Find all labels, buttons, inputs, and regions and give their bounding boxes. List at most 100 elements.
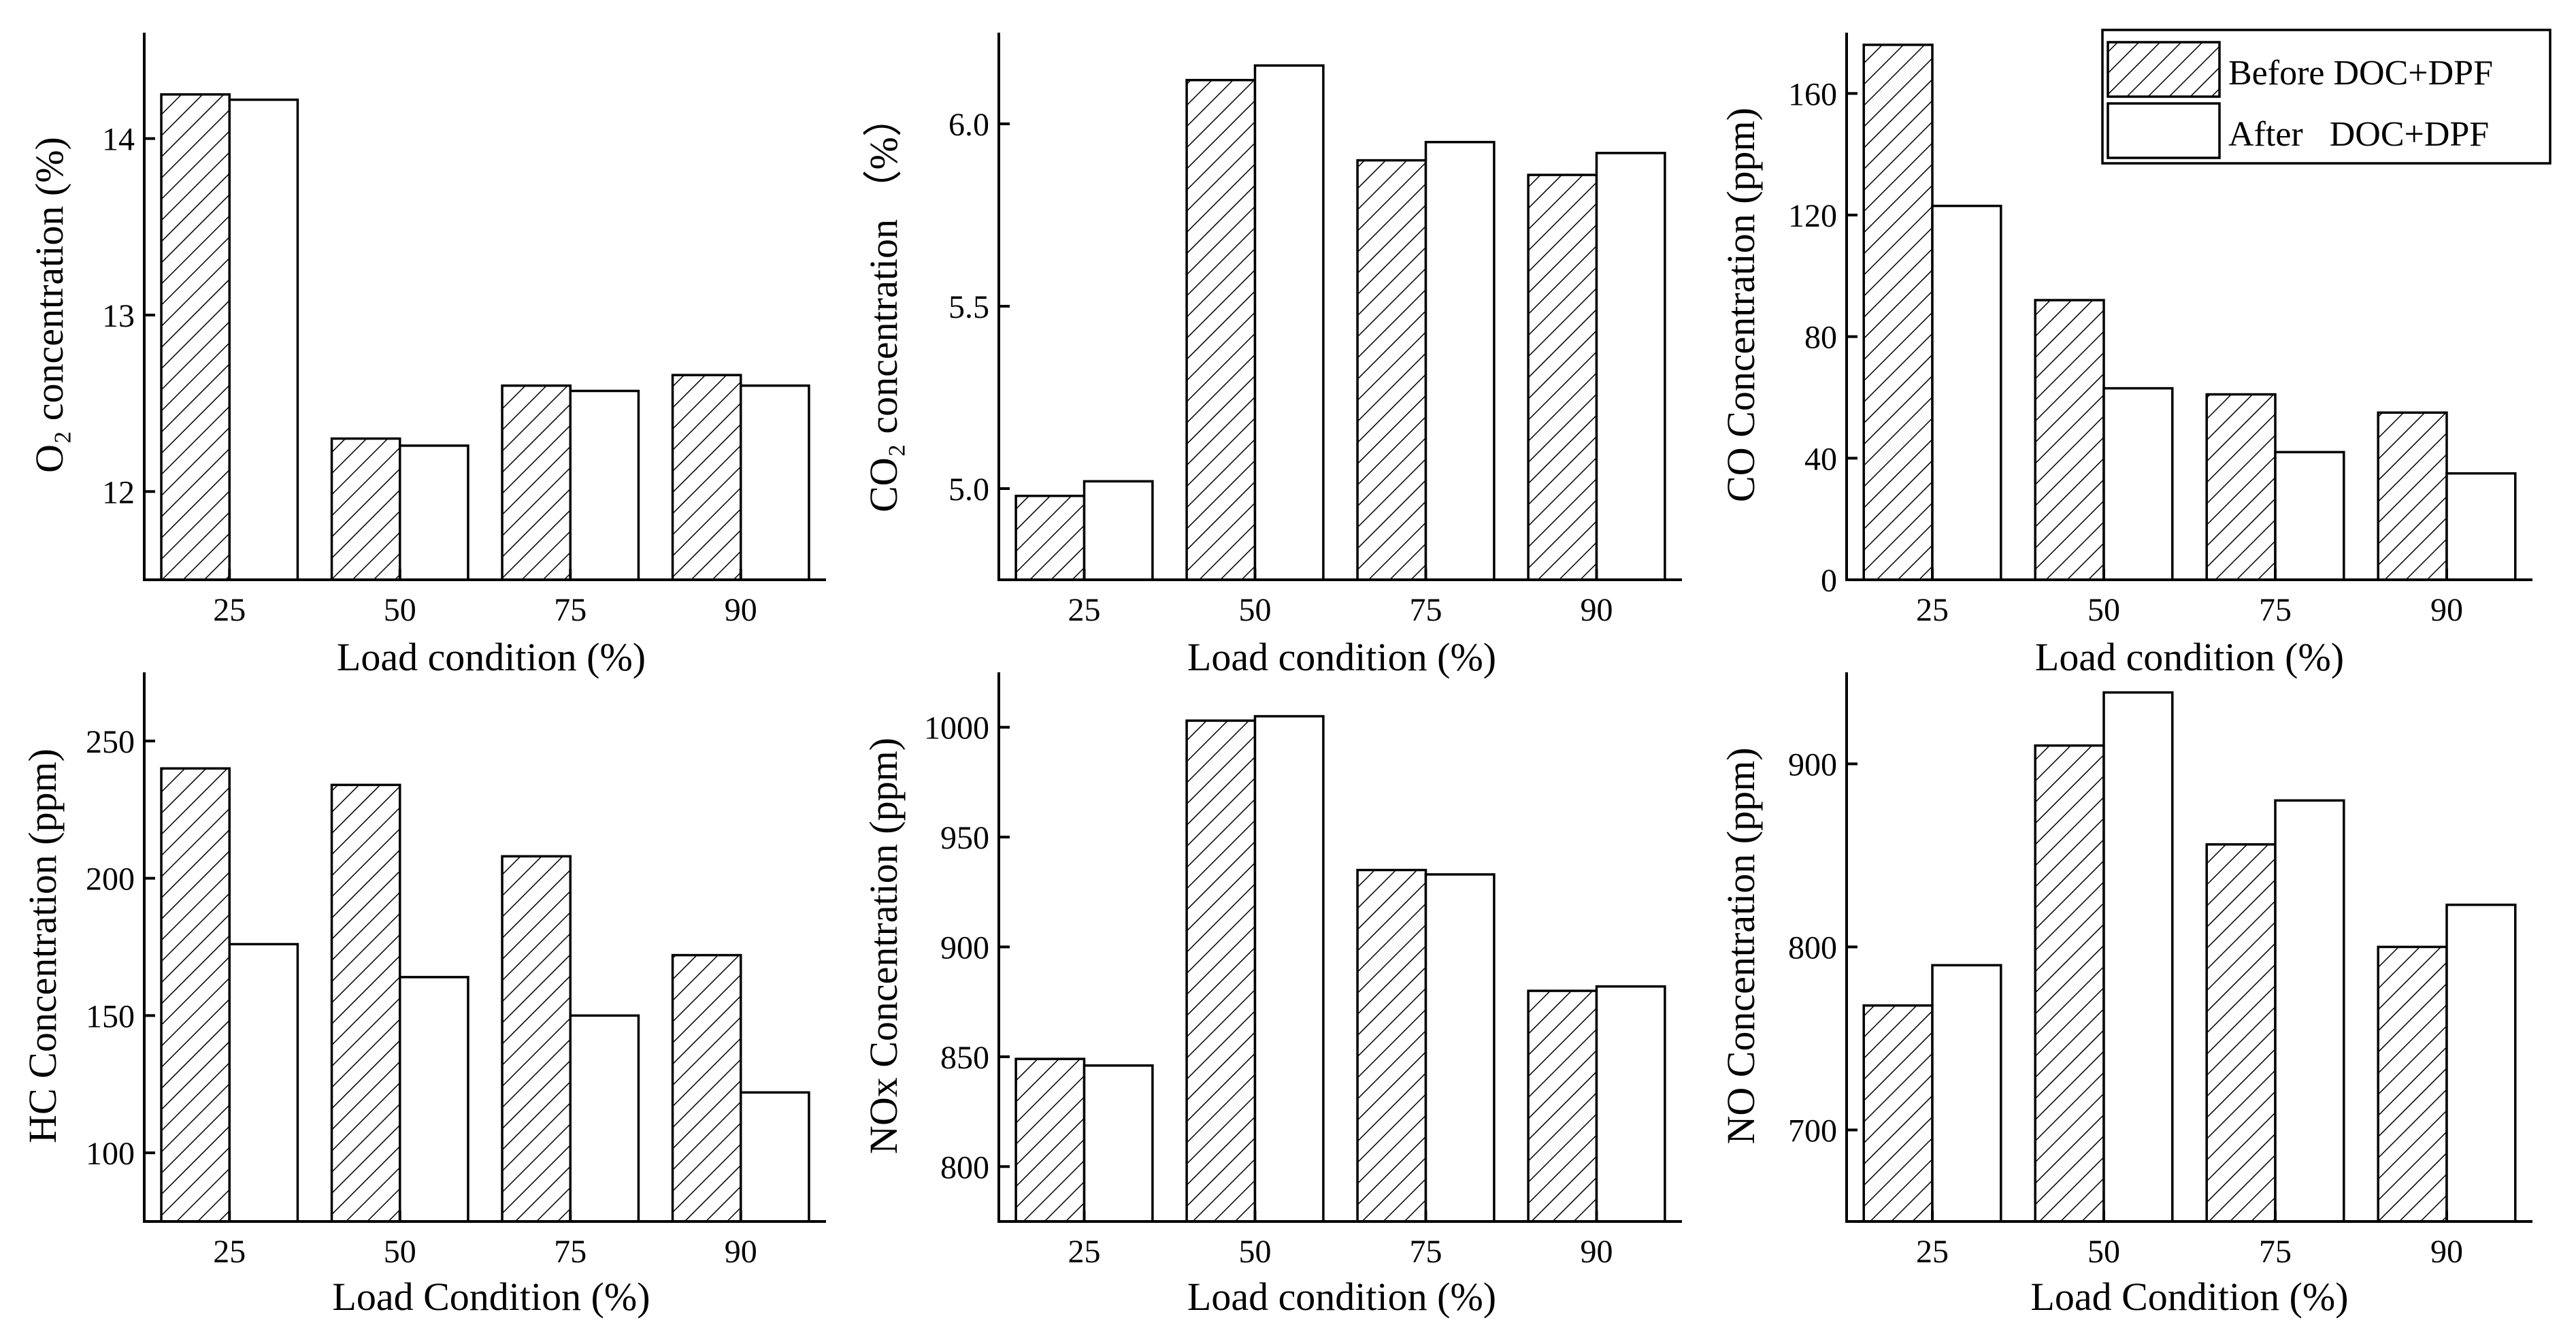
co2-y-tick-label: 5.5 [948,289,989,325]
hc-concentration-chart: HC Concentration (ppm) Load Condition (%… [20,672,826,1319]
co2-x-tick-label: 75 [1410,592,1442,628]
no-bar-after-25 [1931,964,2002,1223]
nox-bar-before-25 [1014,1057,1086,1223]
co-y-tick-label: 80 [1804,320,1837,356]
co2-bar-after-90 [1595,152,1666,581]
nox-y-tick-label: 900 [940,930,989,966]
o2-x-tick-label: 25 [213,592,246,628]
o2-y-axis-label: O₂ concentration (%) [27,137,71,473]
no-bar-before-50 [2034,744,2105,1223]
co-bar-before-25 [1862,44,1934,581]
co2-y-axis-label: CO₂ concentration （%） [861,97,906,512]
no-x-tick-label: 90 [2430,1234,2463,1270]
legend-after-swatch [2107,102,2221,159]
co2-y-tick-label: 5.0 [948,472,989,508]
o2-x-tick-label: 75 [554,592,587,628]
co-bar-after-50 [2102,387,2174,581]
o2-bar-after-50 [399,444,469,581]
nox-y-axis-label: NOx Concentration (ppm) [861,738,906,1154]
co2-x-tick-label: 25 [1068,592,1101,628]
hc-y-tick-label: 200 [86,862,135,898]
co2-x-tick-label: 90 [1581,592,1613,628]
no-x-tick-label: 75 [2259,1234,2292,1270]
legend-before-swatch [2107,41,2221,98]
nox-concentration-chart: NOx Concentration (ppm) Load condition (… [861,672,1682,1319]
o2-bar-after-90 [740,384,810,581]
o2-bar-before-90 [671,374,742,581]
hc-x-tick-label: 25 [213,1234,246,1270]
nox-bar-after-75 [1424,873,1496,1223]
no-y-tick-label: 700 [1788,1113,1837,1149]
co-y-tick-label: 0 [1821,563,1837,599]
co2-bar-before-75 [1356,159,1427,581]
no-y-axis-label: NO Concentration (ppm) [1719,747,1763,1144]
o2-y-tick-label: 12 [102,474,135,510]
o2-bar-before-25 [160,93,231,581]
co-x-tick-label: 90 [2430,592,2463,628]
hc-y-tick-label: 250 [86,724,135,760]
hc-bar-before-75 [501,855,572,1223]
no-x-tick-label: 25 [1916,1234,1949,1270]
hc-bar-before-90 [671,953,742,1223]
no-bar-before-25 [1862,1004,1934,1223]
hc-x-tick-label: 75 [554,1234,587,1270]
hc-y-tick-label: 100 [86,1136,135,1172]
legend: Before DOC+DPF After DOC+DPF [2101,29,2552,165]
co-y-tick-label: 40 [1804,441,1837,477]
nox-bar-after-90 [1595,985,1666,1223]
co-y-tick-label: 120 [1788,198,1837,234]
no-bar-before-75 [2205,843,2277,1223]
co-bar-after-25 [1931,204,2002,581]
o2-x-tick-label: 50 [384,592,416,628]
hc-x-tick-label: 50 [384,1234,416,1270]
o2-bar-after-25 [228,98,299,581]
no-bar-after-75 [2274,799,2345,1223]
nox-bar-after-25 [1083,1064,1154,1223]
hc-y-tick-label: 150 [86,998,135,1034]
co-bar-before-50 [2034,299,2105,581]
co-x-tick-label: 50 [2087,592,2120,628]
nox-bar-before-75 [1356,868,1427,1223]
o2-bar-after-75 [569,389,640,581]
hc-bar-after-75 [569,1014,640,1223]
no-x-axis-label: Load Condition (%) [2030,1275,2348,1319]
no-x-tick-label: 50 [2087,1234,2120,1270]
co2-bar-before-50 [1185,78,1257,581]
nox-bar-after-50 [1253,715,1325,1223]
nox-x-tick-label: 25 [1068,1234,1101,1270]
nox-bar-before-50 [1185,719,1257,1223]
co2-bar-after-25 [1083,480,1154,581]
no-bar-after-50 [2102,691,2174,1223]
hc-x-tick-label: 90 [725,1234,757,1270]
no-bar-after-90 [2445,903,2517,1223]
co2-bar-before-90 [1527,174,1598,581]
co-y-axis-label: CO Concentration (ppm) [1719,108,1763,502]
nox-x-tick-label: 50 [1239,1234,1272,1270]
no-concentration-chart: NO Concentration (ppm) Load Condition (%… [1719,672,2532,1319]
hc-bar-after-90 [740,1091,810,1223]
no-y-tick-label: 900 [1788,747,1837,783]
co2-bar-before-25 [1014,494,1086,581]
co2-concentration-chart: CO₂ concentration （%） Load condition (%)… [861,33,1682,679]
o2-concentration-chart: O₂ concentration (%) Load condition (%) … [27,33,826,679]
co-x-tick-label: 75 [2259,592,2292,628]
co-y-tick-label: 160 [1788,76,1837,112]
no-y-tick-label: 800 [1788,930,1837,966]
co2-bar-after-50 [1253,64,1325,581]
legend-before-label: Before DOC+DPF [2228,54,2493,93]
nox-x-tick-label: 90 [1581,1234,1613,1270]
o2-bar-before-50 [330,437,401,581]
co-concentration-chart: CO Concentration (ppm) Load condition (%… [1719,33,2532,679]
nox-y-tick-label: 800 [940,1149,989,1185]
no-bar-before-90 [2377,945,2448,1223]
nox-bar-before-90 [1527,989,1598,1223]
legend-after-label: After DOC+DPF [2228,115,2489,154]
hc-bar-before-50 [330,783,401,1223]
co-x-tick-label: 25 [1916,592,1949,628]
nox-y-tick-label: 850 [940,1040,989,1076]
o2-x-axis-label: Load condition (%) [337,635,646,679]
nox-x-tick-label: 75 [1410,1234,1442,1270]
co-bar-before-90 [2377,411,2448,581]
co-bar-after-75 [2274,450,2345,581]
